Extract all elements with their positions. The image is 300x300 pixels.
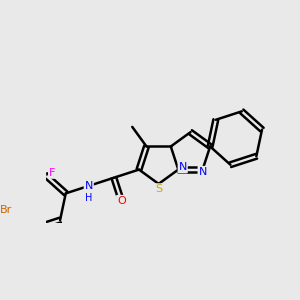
Text: N: N: [198, 167, 207, 177]
Text: N: N: [85, 181, 93, 191]
Text: H: H: [85, 193, 92, 203]
Text: Br: Br: [0, 205, 12, 215]
Text: N: N: [178, 162, 187, 172]
Text: S: S: [155, 184, 162, 194]
Text: F: F: [49, 168, 55, 178]
Text: O: O: [117, 196, 126, 206]
